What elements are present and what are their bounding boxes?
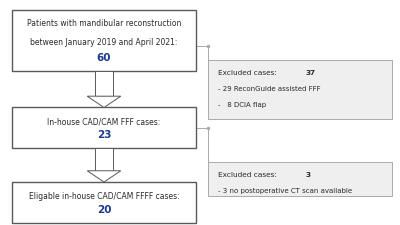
Text: Excluded cases:: Excluded cases:	[218, 70, 277, 76]
Text: - 29 ReconGuide assisted FFF: - 29 ReconGuide assisted FFF	[218, 86, 321, 92]
Bar	[12, 11, 196, 72]
Text: 20: 20	[97, 204, 111, 214]
Text: between January 2019 and April 2021:: between January 2019 and April 2021:	[30, 38, 178, 47]
Text: Excluded cases:: Excluded cases:	[218, 171, 277, 177]
Text: 37: 37	[306, 70, 316, 76]
Text: -   8 DCIA flap: - 8 DCIA flap	[218, 101, 266, 107]
Bar	[12, 108, 196, 148]
Text: Patients with mandibular reconstruction: Patients with mandibular reconstruction	[27, 19, 181, 28]
Bar	[12, 182, 196, 223]
Text: In-house CAD/CAM FFF cases:: In-house CAD/CAM FFF cases:	[47, 117, 161, 126]
Text: 23: 23	[97, 130, 111, 140]
Bar	[95, 72, 113, 97]
Text: Eligable in-house CAD/CAM FFFF cases:: Eligable in-house CAD/CAM FFFF cases:	[29, 191, 179, 200]
Text: - 3 no postoperative CT scan available: - 3 no postoperative CT scan available	[218, 187, 352, 193]
Bar	[208, 61, 392, 119]
Bar	[95, 148, 113, 171]
Bar	[208, 162, 392, 196]
Text: 60: 60	[97, 53, 111, 63]
Text: 3: 3	[306, 171, 311, 177]
Polygon shape	[87, 171, 121, 182]
Polygon shape	[87, 97, 121, 108]
